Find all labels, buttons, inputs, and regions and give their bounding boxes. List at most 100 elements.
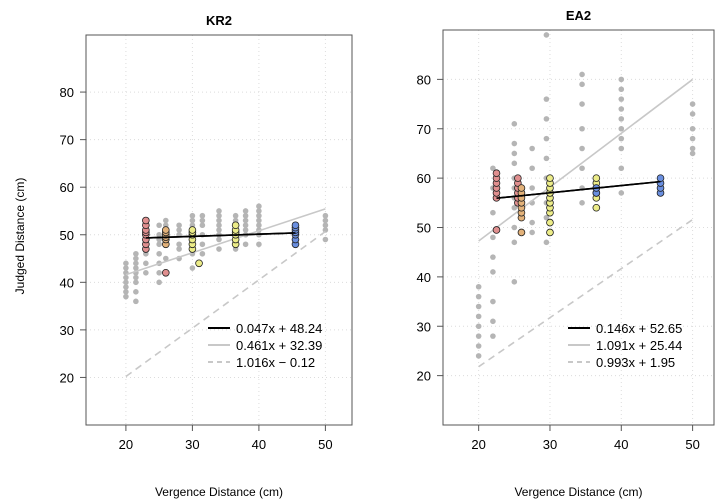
y-tick-label: 20 [417,369,431,384]
background-point [216,208,222,214]
background-point [490,234,496,241]
background-point [543,155,550,162]
background-point [123,293,129,300]
background-point [156,222,162,229]
background-point [176,241,182,248]
background-point [490,254,496,260]
background-point [143,270,149,276]
y-tick-label: 70 [417,122,431,137]
background-point [689,135,696,142]
background-point [123,274,129,281]
background-point [618,96,625,102]
background-point [242,208,249,214]
panel-kr2: 20 30 40 50 20 30 40 50 60 70 80 KR2 Vergence Distan… [60,13,353,499]
background-point [529,185,535,191]
background-point [490,298,496,305]
background-point [256,222,262,229]
background-point [256,217,262,224]
background-point [618,116,625,122]
background-point [123,284,129,290]
background-point [529,165,535,172]
x-axis-label: Vergence Distance (cm) [155,485,283,499]
legend-label: 0.461x + 32.39 [236,338,322,353]
legend-label: 1.091x + 25.44 [596,338,682,353]
fit-line [478,218,694,368]
background-point [216,236,222,243]
background-point [133,260,139,267]
background-point [322,236,329,243]
y-tick-label: 50 [417,221,431,236]
background-point [618,76,625,83]
x-tick-label: 50 [685,437,699,452]
background-point [511,279,518,285]
x-tick-label: 30 [543,437,557,452]
background-point [322,227,329,233]
background-point [163,255,169,262]
background-point [529,219,535,226]
background-point [133,298,139,305]
background-point [156,270,162,276]
background-point [256,241,262,248]
background-point [133,279,139,286]
background-point [143,260,149,267]
background-point [490,333,496,339]
background-point [689,125,696,132]
y-axis-label: Judged Distance (cm) [13,178,27,295]
background-point [689,111,696,117]
background-point [156,231,162,238]
highlight-point [546,218,554,227]
background-point [189,217,196,224]
y-tick-label: 60 [417,171,431,186]
highlight-point [656,174,665,182]
background-point [618,86,625,93]
background-point [490,209,496,216]
background-point [618,165,625,172]
background-point [176,246,182,252]
background-point [242,217,249,224]
highlight-point [162,226,170,234]
background-point [689,150,696,157]
background-point [543,239,550,246]
plot-frame [85,34,353,426]
highlight-point [517,228,526,237]
background-point [216,217,222,224]
background-point [475,343,482,349]
background-point [133,274,139,281]
background-point [156,250,162,257]
background-point [322,217,329,224]
background-point [511,160,518,167]
x-tick-label: 30 [185,437,199,452]
legend-label: 0.146x + 52.65 [596,321,682,336]
panel-ea2: 20 30 40 50 20 30 40 50 60 70 80 EA2 Vergence Distan… [417,8,715,499]
highlight-point [514,174,522,182]
highlight-point [517,184,526,192]
background-point [133,265,139,271]
background-point [163,217,169,224]
background-point [176,222,182,229]
background-point [618,190,625,196]
fit-line [125,230,326,378]
fit-line-overlay [496,180,661,199]
background-point [490,165,496,172]
background-point [475,313,482,320]
background-point [216,212,222,219]
x-tick-label: 40 [252,437,266,452]
background-point [256,208,262,214]
background-point [322,222,329,229]
y-tick-label: 60 [60,180,74,195]
background-point [543,116,550,122]
background-point [123,260,129,267]
background-point [123,265,129,271]
chart-title: EA2 [566,8,591,23]
background-point [189,212,196,219]
fit-line [478,78,694,242]
highlight-point [492,226,501,234]
background-point [242,241,249,248]
background-point [256,203,262,210]
highlight-point [546,174,554,182]
legend-label: 0.047x + 48.24 [236,321,322,336]
background-point [176,227,182,233]
background-point [475,353,482,359]
background-point [543,32,550,38]
